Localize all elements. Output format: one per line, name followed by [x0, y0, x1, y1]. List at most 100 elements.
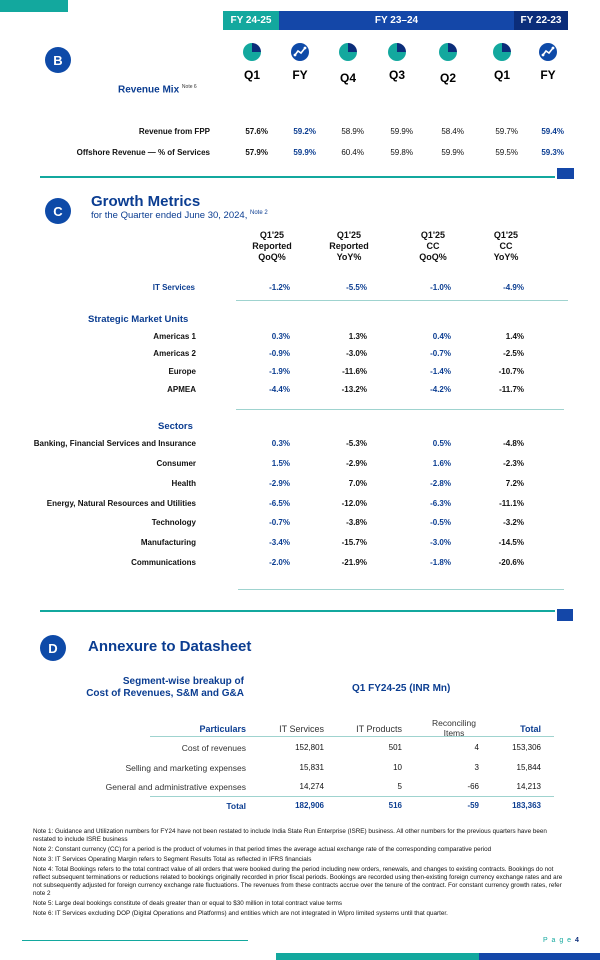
header-line: Q1'25	[259, 230, 285, 240]
growth-value: -3.2%	[503, 518, 524, 527]
growth-value: -0.9%	[269, 349, 290, 358]
top-accent-bar	[0, 0, 68, 12]
growth-value: -15.7%	[341, 538, 367, 547]
annexure-value: 10	[393, 763, 402, 772]
pie-quarter-icon	[493, 43, 511, 61]
period-column-header: FY	[540, 68, 556, 82]
growth-value: -4.9%	[503, 283, 524, 292]
period-column-header: Q1	[493, 68, 510, 82]
growth-value: -2.8%	[430, 479, 451, 488]
growth-value: -14.5%	[498, 538, 524, 547]
annexure-header-rule	[150, 736, 554, 737]
annexure-column-header: Particulars	[199, 724, 246, 734]
rule-it-services	[236, 300, 568, 301]
growth-value: -11.1%	[499, 499, 524, 508]
growth-value: -3.8%	[346, 518, 367, 527]
growth-value: 0.3%	[271, 439, 290, 448]
annexure-row-label: Cost of revenues	[181, 743, 246, 753]
header-line: YoY%	[336, 252, 362, 262]
growth-value: -6.3%	[430, 499, 451, 508]
footnote: Note 3: IT Services Operating Margin ref…	[33, 856, 312, 863]
annexure-value: 183,363	[512, 801, 541, 810]
growth-value: -20.6%	[498, 558, 524, 567]
growth-value: 1.3%	[348, 332, 367, 341]
growth-value: 1.5%	[271, 459, 290, 468]
section-title: Revenue Mix	[118, 84, 180, 96]
tab-fy-23-24[interactable]: FY 23–24	[279, 11, 514, 30]
annexure-column-header: Reconciling Items	[432, 718, 476, 738]
header-line: CC	[426, 241, 440, 251]
growth-value: -0.7%	[430, 349, 451, 358]
annexure-subtitle: Segment-wise breakup of Cost of Revenues…	[72, 676, 244, 700]
tab-fy-22-23[interactable]: FY 22-23	[514, 11, 568, 30]
period-column-header: FY	[292, 68, 308, 82]
annexure-total-rule	[150, 796, 554, 797]
header-line: Reported	[329, 241, 369, 251]
growth-value: -10.7%	[498, 367, 524, 376]
growth-value: -3.0%	[430, 538, 451, 547]
growth-metrics-title: Growth Metrics	[91, 193, 201, 210]
revenue-mix-value: 59.9%	[293, 148, 316, 157]
period-column-header: Q3	[388, 68, 405, 82]
revenue-mix-value: 59.2%	[293, 127, 316, 136]
revenue-mix-value: 59.9%	[441, 148, 464, 157]
period-column-header: Q4	[339, 71, 356, 85]
annexure-title: Annexure to Datasheet	[88, 638, 252, 655]
growth-value: -2.5%	[503, 349, 524, 358]
growth-row-label: Technology	[151, 518, 196, 527]
revenue-mix-value: 57.6%	[245, 127, 268, 136]
growth-value: -12.0%	[341, 499, 367, 508]
revenue-mix-value: 57.9%	[245, 148, 268, 157]
annexure-value: 4	[474, 743, 479, 752]
growth-column-header: Q1'25 CC YoY%	[476, 230, 536, 263]
badge-letter: B	[53, 52, 63, 68]
annexure-column-header: Total	[520, 724, 541, 734]
annexure-value: 15,831	[299, 763, 324, 772]
pie-quarter-icon	[243, 43, 261, 61]
growth-value: -11.7%	[499, 385, 524, 394]
divider-end-block	[557, 609, 573, 621]
subtitle-line: Segment-wise breakup of	[122, 676, 244, 687]
revenue-mix-row-label: Revenue from FPP	[138, 127, 210, 136]
section-divider-b	[40, 176, 555, 178]
period-column-header: Q1	[243, 68, 260, 82]
annexure-row-label: Selling and marketing expenses	[125, 763, 247, 773]
section-badge-c: C	[45, 198, 71, 224]
annexure-period: Q1 FY24-25 (INR Mn)	[352, 683, 451, 694]
annexure-value: -59	[467, 801, 479, 810]
growth-value: -5.3%	[346, 439, 367, 448]
annexure-value: -66	[467, 782, 479, 791]
growth-value: -2.3%	[503, 459, 524, 468]
growth-value: -6.5%	[269, 499, 290, 508]
growth-row-label: Banking, Financial Services and Insuranc…	[33, 439, 196, 448]
page-label: P a g e	[543, 937, 573, 944]
revenue-mix-value: 59.3%	[541, 148, 564, 157]
growth-value: -2.9%	[346, 459, 367, 468]
badge-letter: C	[53, 203, 63, 219]
growth-value: -1.2%	[269, 283, 290, 292]
growth-value: -0.7%	[269, 518, 290, 527]
pie-quarter-icon	[388, 43, 406, 61]
pie-quarter-icon	[339, 43, 357, 61]
header-line: QoQ%	[258, 252, 286, 262]
footnote: Note 1: Guidance and Utilization numbers…	[33, 828, 547, 843]
growth-value: 1.6%	[432, 459, 451, 468]
badge-letter: D	[48, 640, 58, 656]
subtitle-line: Cost of Revenues, S&M and G&A	[86, 688, 244, 699]
growth-value: 7.2%	[505, 479, 524, 488]
growth-value: -1.0%	[430, 283, 451, 292]
growth-row-label: Americas 2	[153, 349, 196, 358]
footer-rule	[22, 940, 248, 941]
pie-quarter-icon	[439, 43, 457, 61]
growth-value: 0.3%	[271, 332, 290, 341]
line-chart-icon	[539, 43, 557, 61]
growth-value: -0.5%	[430, 518, 451, 527]
tab-label: FY 23–24	[374, 15, 419, 26]
growth-row-label: Energy, Natural Resources and Utilities	[46, 499, 196, 508]
tab-label: FY 22-23	[520, 15, 562, 26]
revenue-mix-value: 58.4%	[441, 127, 464, 136]
footnote: Note 5: Large deal bookings constitute o…	[33, 900, 343, 907]
revenue-mix-value: 59.8%	[390, 148, 413, 157]
tab-fy-24-25[interactable]: FY 24-25	[223, 11, 279, 30]
growth-value: -3.0%	[346, 349, 367, 358]
